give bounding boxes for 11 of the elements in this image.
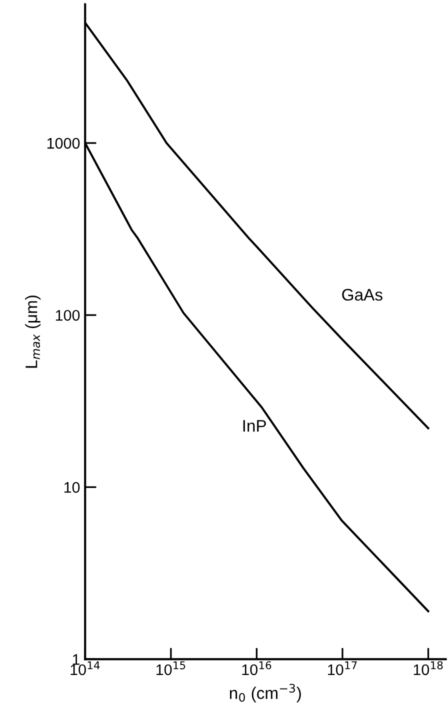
y-tick-label: 10 — [64, 482, 80, 493]
x-axis-title: n$_{0}$ (cm$^{−3}$) — [230, 684, 301, 702]
x-tick-label: 10$^{15}$ — [156, 661, 186, 676]
y-axis-title: L$_{max}$ (μm) — [25, 296, 41, 368]
y-tick-label: 100 — [56, 310, 80, 321]
x-tick-label: 10$^{17}$ — [328, 661, 357, 676]
y-tick-label: 1000 — [47, 138, 80, 149]
series-label: GaAs — [342, 288, 382, 301]
series-label: InP — [243, 420, 266, 432]
x-tick-label: 10$^{18}$ — [414, 661, 443, 676]
x-tick-label: 10$^{16}$ — [242, 661, 272, 676]
